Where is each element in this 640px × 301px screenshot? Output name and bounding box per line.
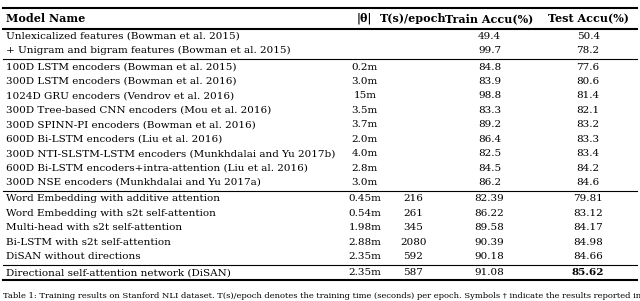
Text: 83.2: 83.2 bbox=[577, 120, 600, 129]
Text: 345: 345 bbox=[403, 223, 424, 232]
Text: 80.6: 80.6 bbox=[577, 77, 600, 86]
Text: 86.2: 86.2 bbox=[478, 178, 501, 187]
Text: 99.7: 99.7 bbox=[478, 46, 501, 55]
Text: 91.08: 91.08 bbox=[475, 268, 504, 277]
Text: 2080: 2080 bbox=[400, 237, 427, 247]
Text: 0.45m: 0.45m bbox=[348, 194, 381, 203]
Text: 1.98m: 1.98m bbox=[348, 223, 381, 232]
Text: 83.4: 83.4 bbox=[577, 149, 600, 158]
Text: 3.5m: 3.5m bbox=[351, 106, 378, 115]
Text: 3.0m: 3.0m bbox=[351, 77, 378, 86]
Text: Model Name: Model Name bbox=[6, 13, 85, 24]
Text: Directional self-attention network (DiSAN): Directional self-attention network (DiSA… bbox=[6, 268, 230, 277]
Text: 83.3: 83.3 bbox=[478, 106, 501, 115]
Text: 0.54m: 0.54m bbox=[348, 209, 381, 218]
Text: 50.4: 50.4 bbox=[577, 32, 600, 41]
Text: 0.2m: 0.2m bbox=[351, 63, 378, 72]
Text: 98.8: 98.8 bbox=[478, 92, 501, 101]
Text: 84.5: 84.5 bbox=[478, 163, 501, 172]
Text: 300D NTI-SLSTM-LSTM encoders (Munkhdalai and Yu 2017b): 300D NTI-SLSTM-LSTM encoders (Munkhdalai… bbox=[6, 149, 335, 158]
Text: 83.9: 83.9 bbox=[478, 77, 501, 86]
Text: 300D SPINN-PI encoders (Bowman et al. 2016): 300D SPINN-PI encoders (Bowman et al. 20… bbox=[6, 120, 255, 129]
Text: 84.2: 84.2 bbox=[577, 163, 600, 172]
Text: 82.1: 82.1 bbox=[577, 106, 600, 115]
Text: 84.66: 84.66 bbox=[573, 252, 603, 261]
Text: 86.4: 86.4 bbox=[478, 135, 501, 144]
Text: 84.6: 84.6 bbox=[577, 178, 600, 187]
Text: 2.8m: 2.8m bbox=[351, 163, 378, 172]
Text: Word Embedding with additive attention: Word Embedding with additive attention bbox=[6, 194, 220, 203]
Text: 77.6: 77.6 bbox=[577, 63, 600, 72]
Text: Table 1: Training results on Stanford NLI dataset. T(s)/epoch denotes the traini: Table 1: Training results on Stanford NL… bbox=[3, 292, 640, 300]
Text: 90.39: 90.39 bbox=[475, 237, 504, 247]
Text: 300D Tree-based CNN encoders (Mou et al. 2016): 300D Tree-based CNN encoders (Mou et al.… bbox=[6, 106, 271, 115]
Text: + Unigram and bigram features (Bowman et al. 2015): + Unigram and bigram features (Bowman et… bbox=[6, 46, 291, 55]
Text: 2.35m: 2.35m bbox=[348, 252, 381, 261]
Text: 49.4: 49.4 bbox=[478, 32, 501, 41]
Text: 84.8: 84.8 bbox=[478, 63, 501, 72]
Text: 300D LSTM encoders (Bowman et al. 2016): 300D LSTM encoders (Bowman et al. 2016) bbox=[6, 77, 236, 86]
Text: 2.35m: 2.35m bbox=[348, 268, 381, 277]
Text: T(s)/epoch: T(s)/epoch bbox=[380, 13, 447, 24]
Text: 2.88m: 2.88m bbox=[348, 237, 381, 247]
Text: 82.5: 82.5 bbox=[478, 149, 501, 158]
Text: 81.4: 81.4 bbox=[577, 92, 600, 101]
Text: Multi-head with s2t self-attention: Multi-head with s2t self-attention bbox=[6, 223, 182, 232]
Text: 587: 587 bbox=[403, 268, 424, 277]
Text: 84.98: 84.98 bbox=[573, 237, 603, 247]
Text: 79.81: 79.81 bbox=[573, 194, 603, 203]
Text: 82.39: 82.39 bbox=[475, 194, 504, 203]
Text: 15m: 15m bbox=[353, 92, 376, 101]
Text: 86.22: 86.22 bbox=[475, 209, 504, 218]
Text: 83.12: 83.12 bbox=[573, 209, 603, 218]
Text: 2.0m: 2.0m bbox=[351, 135, 378, 144]
Text: Test Accu(%): Test Accu(%) bbox=[548, 13, 628, 24]
Text: Unlexicalized features (Bowman et al. 2015): Unlexicalized features (Bowman et al. 20… bbox=[6, 32, 239, 41]
Text: 1024D GRU encoders (Vendrov et al. 2016): 1024D GRU encoders (Vendrov et al. 2016) bbox=[6, 92, 234, 101]
Text: 261: 261 bbox=[403, 209, 424, 218]
Text: 3.0m: 3.0m bbox=[351, 178, 378, 187]
Text: 4.0m: 4.0m bbox=[351, 149, 378, 158]
Text: 600D Bi-LSTM encoders+intra-attention (Liu et al. 2016): 600D Bi-LSTM encoders+intra-attention (L… bbox=[6, 163, 308, 172]
Text: 90.18: 90.18 bbox=[475, 252, 504, 261]
Text: 85.62: 85.62 bbox=[572, 268, 604, 277]
Text: DiSAN without directions: DiSAN without directions bbox=[6, 252, 140, 261]
Text: Word Embedding with s2t self-attention: Word Embedding with s2t self-attention bbox=[6, 209, 216, 218]
Text: 100D LSTM encoders (Bowman et al. 2015): 100D LSTM encoders (Bowman et al. 2015) bbox=[6, 63, 236, 72]
Text: |θ|: |θ| bbox=[357, 13, 372, 24]
Text: 89.58: 89.58 bbox=[475, 223, 504, 232]
Text: 600D Bi-LSTM encoders (Liu et al. 2016): 600D Bi-LSTM encoders (Liu et al. 2016) bbox=[6, 135, 222, 144]
Text: 300D NSE encoders (Munkhdalai and Yu 2017a): 300D NSE encoders (Munkhdalai and Yu 201… bbox=[6, 178, 260, 187]
Text: Train Accu(%): Train Accu(%) bbox=[445, 13, 534, 24]
Text: 3.7m: 3.7m bbox=[351, 120, 378, 129]
Text: 216: 216 bbox=[403, 194, 424, 203]
Text: Bi-LSTM with s2t self-attention: Bi-LSTM with s2t self-attention bbox=[6, 237, 171, 247]
Text: 84.17: 84.17 bbox=[573, 223, 603, 232]
Text: 78.2: 78.2 bbox=[577, 46, 600, 55]
Text: 592: 592 bbox=[403, 252, 424, 261]
Text: 83.3: 83.3 bbox=[577, 135, 600, 144]
Text: 89.2: 89.2 bbox=[478, 120, 501, 129]
